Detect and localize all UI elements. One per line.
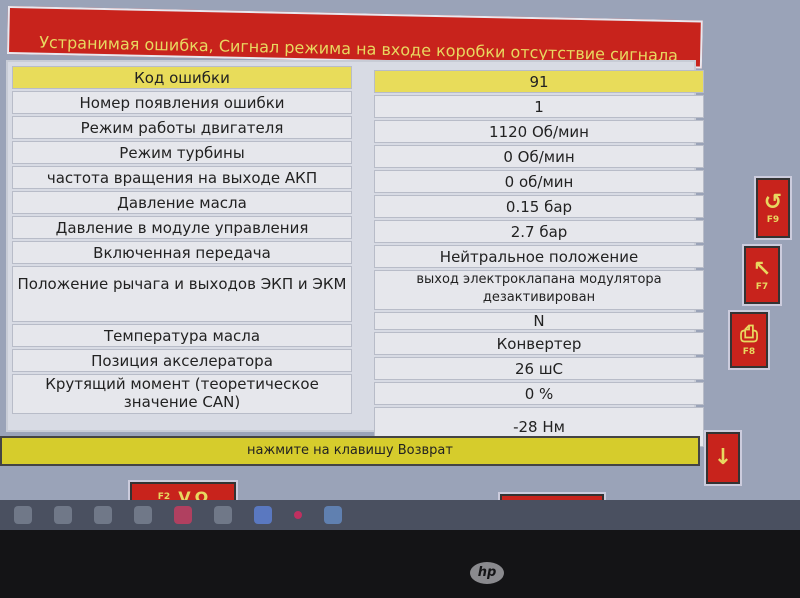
label-occurrence: Номер появления ошибки <box>12 91 352 114</box>
undo-icon: ↺ <box>763 190 783 215</box>
labels-column: Код ошибки Номер появления ошибки Режим … <box>12 66 352 416</box>
value-output-speed: 0 об/мин <box>374 170 704 193</box>
taskbar-icon[interactable] <box>134 506 152 524</box>
taskbar-icon[interactable] <box>94 506 112 524</box>
f9-button[interactable]: ↺ F9 <box>754 176 792 240</box>
arrow-up-left-icon: ↖ <box>752 257 772 282</box>
value-module-pressure: 2.7 бар <box>374 220 704 243</box>
f8-button[interactable]: ⎙ F8 <box>728 310 770 370</box>
parameters-table: Код ошибки Номер появления ошибки Режим … <box>6 60 704 447</box>
label-gear: Включенная передача <box>12 241 352 264</box>
value-modulator: выход электроклапана модулятора дезактив… <box>374 270 704 310</box>
label-oil-temp: Температура масла <box>12 324 352 347</box>
label-error-code: Код ошибки <box>12 66 352 89</box>
f7-button[interactable]: ↖ F7 <box>742 244 782 306</box>
taskbar <box>0 500 800 530</box>
label-lever-position: Положение рычага и выходов ЭКП и ЭКМ <box>12 266 352 322</box>
diagnostic-screen: Устранимая ошибка, Сигнал режима на вход… <box>0 0 800 522</box>
scroll-down-button[interactable]: ↓ <box>704 430 742 486</box>
value-engine-mode: 1120 Об/мин <box>374 120 704 143</box>
value-oil-temp: 26 шС <box>374 357 704 380</box>
value-oil-pressure: 0.15 бар <box>374 195 704 218</box>
status-message: нажмите на клавишу Возврат <box>0 436 700 466</box>
laptop-bezel <box>0 530 800 598</box>
hp-logo: hp <box>470 562 504 584</box>
value-converter: Конвертер <box>374 332 704 355</box>
taskbar-icon[interactable] <box>324 506 342 524</box>
taskbar-icon[interactable] <box>174 506 192 524</box>
value-occurrence: 1 <box>374 95 704 118</box>
values-column: 91 1 1120 Об/мин 0 Об/мин 0 об/мин 0.15 … <box>374 70 704 449</box>
label-output-speed: частота вращения на выходе АКП <box>12 166 352 189</box>
taskbar-icon[interactable] <box>14 506 32 524</box>
label-accelerator: Позиция акселератора <box>12 349 352 372</box>
label-module-pressure: Давление в модуле управления <box>12 216 352 239</box>
taskbar-icon[interactable] <box>54 506 72 524</box>
label-torque: Крутящий момент (теоретическое значение … <box>12 374 352 414</box>
label-turbine-mode: Режим турбины <box>12 141 352 164</box>
value-gear: Нейтральное положение <box>374 245 704 268</box>
value-accelerator: 0 % <box>374 382 704 405</box>
label-engine-mode: Режим работы двигателя <box>12 116 352 139</box>
taskbar-icon[interactable] <box>254 506 272 524</box>
arrow-down-icon: ↓ <box>713 445 733 470</box>
value-turbine-mode: 0 Об/мин <box>374 145 704 168</box>
printer-icon: ⎙ <box>740 322 758 347</box>
value-lever: N <box>374 312 704 330</box>
value-error-code: 91 <box>374 70 704 93</box>
label-oil-pressure: Давление масла <box>12 191 352 214</box>
taskbar-icon[interactable] <box>214 506 232 524</box>
taskbar-icon[interactable] <box>294 511 302 519</box>
